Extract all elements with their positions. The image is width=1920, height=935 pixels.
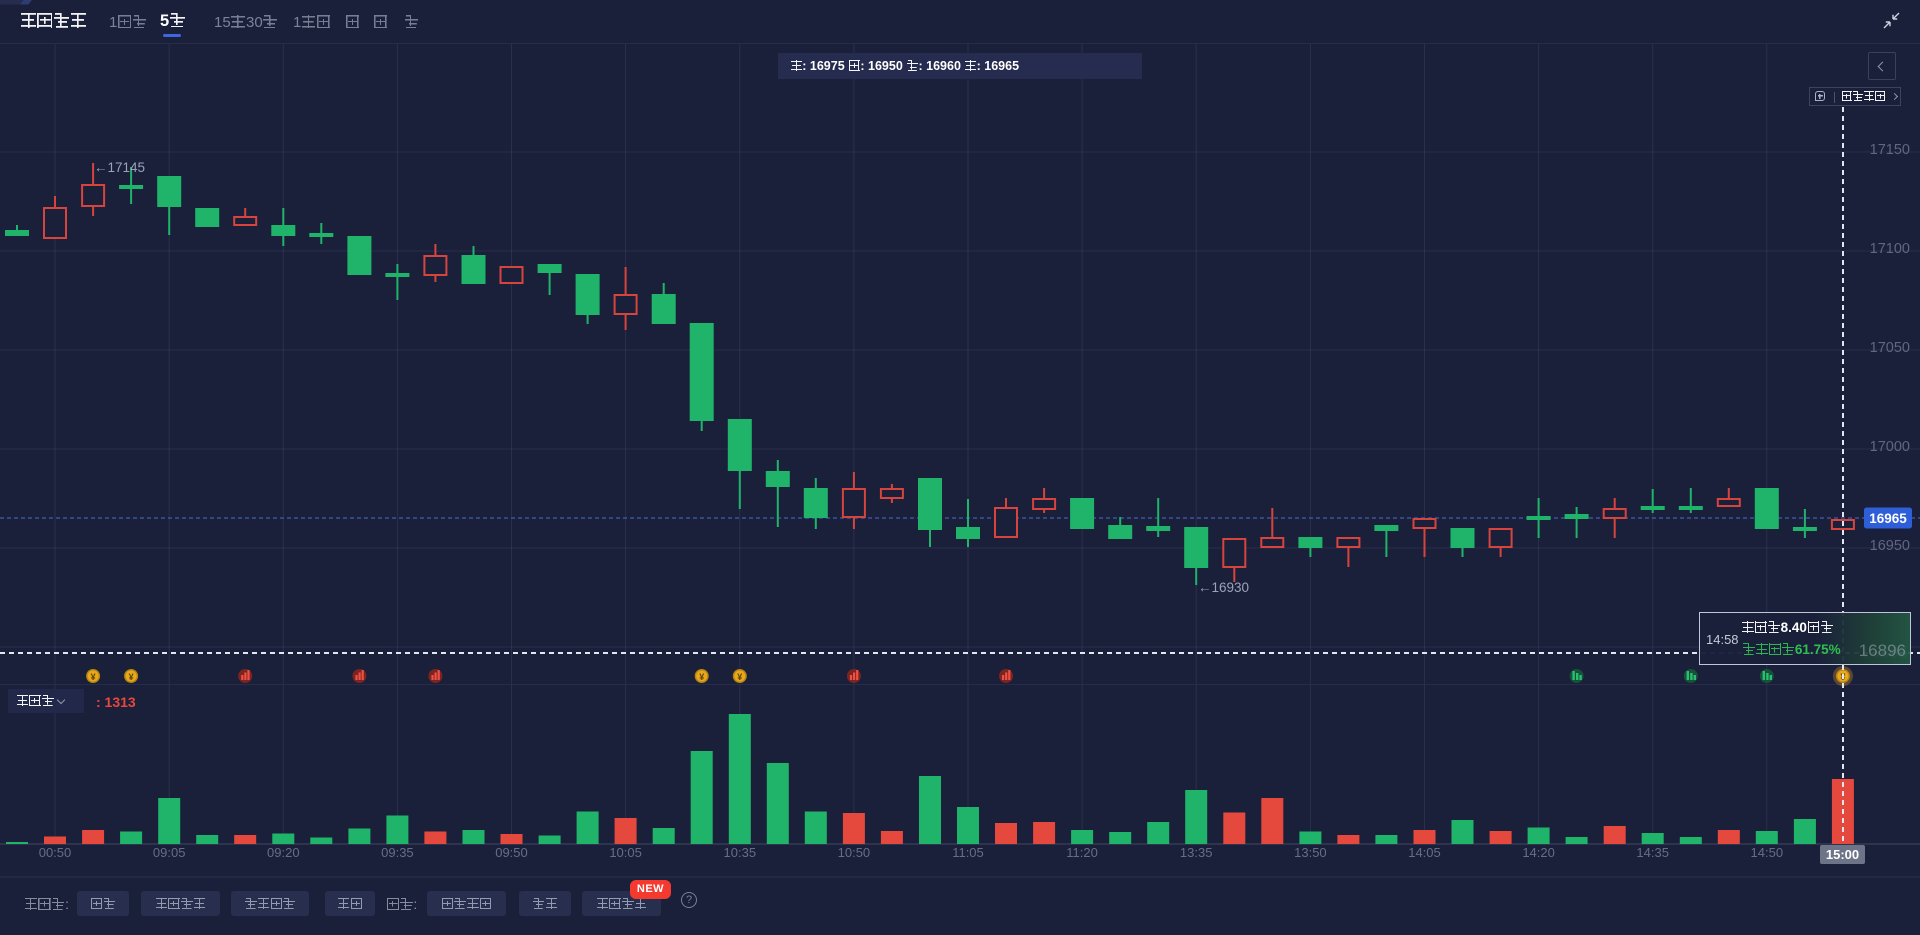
svg-text:16950: 16950 [1870,538,1910,554]
svg-text:15:00: 15:00 [1826,847,1859,862]
svg-text:¥: ¥ [91,672,96,682]
svg-text:11:05: 11:05 [952,845,984,860]
svg-text:00:50: 00:50 [39,845,72,860]
svg-text:13:50: 13:50 [1294,845,1327,860]
svg-text:¥: ¥ [699,672,704,682]
svg-text:¥: ¥ [737,672,742,682]
svg-text:¥: ¥ [129,672,134,682]
svg-text:14:20: 14:20 [1522,845,1555,860]
svg-text:17150: 17150 [1870,142,1910,158]
svg-text:09:20: 09:20 [267,845,300,860]
svg-text:10:05: 10:05 [609,845,642,860]
svg-text:17000: 17000 [1870,439,1910,455]
svg-text:10:50: 10:50 [838,845,871,860]
svg-text:17100: 17100 [1870,241,1910,257]
svg-text:09:50: 09:50 [495,845,528,860]
svg-text:←17145: ←17145 [94,160,145,175]
svg-text:09:05: 09:05 [153,845,186,860]
svg-text:13:35: 13:35 [1180,845,1213,860]
svg-text:17050: 17050 [1870,340,1910,356]
svg-text:14:50: 14:50 [1751,845,1784,860]
svg-text:←16930: ←16930 [1198,580,1249,595]
svg-text:14:05: 14:05 [1408,845,1441,860]
svg-text:16965: 16965 [1869,511,1907,526]
svg-text:11:20: 11:20 [1066,845,1098,860]
svg-text:10:35: 10:35 [724,845,757,860]
svg-text:14:35: 14:35 [1636,845,1669,860]
svg-text:09:35: 09:35 [381,845,414,860]
